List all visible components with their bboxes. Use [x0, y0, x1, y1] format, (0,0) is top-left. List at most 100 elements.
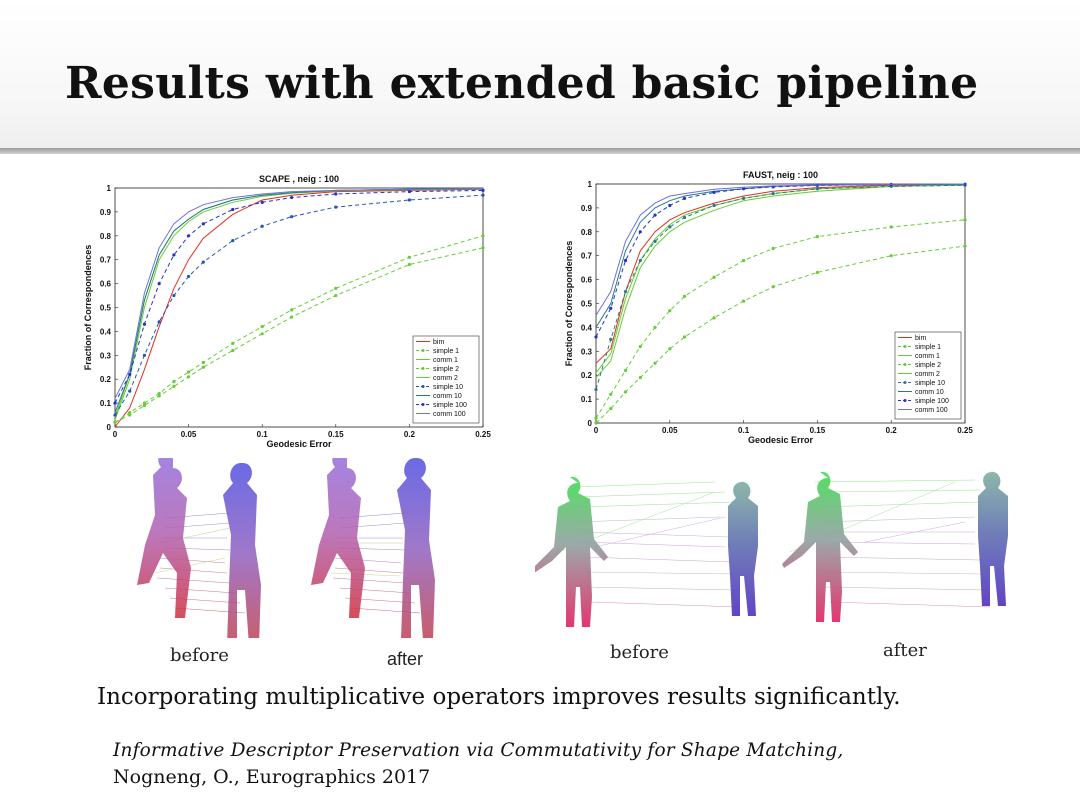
- faust-point-simple-2: [653, 325, 657, 329]
- scape-legend-marker: [421, 403, 425, 406]
- scape-xtick-label: 0.15: [328, 430, 344, 439]
- scape-legend-entry: simple 100: [433, 402, 467, 409]
- faust-legend-marker: [903, 363, 907, 366]
- faust-point-simple-100: [742, 187, 746, 191]
- scape-point-simple-100: [260, 200, 264, 204]
- scape-after-pair: [311, 458, 435, 638]
- faust-legend-marker: [903, 399, 907, 402]
- scape-before-pair: [137, 458, 261, 638]
- faust-point-simple-1: [815, 270, 819, 275]
- faust-series-comm-1: [595, 184, 966, 378]
- scape-point-simple-100: [334, 192, 338, 196]
- faust-point-simple-2: [609, 392, 613, 396]
- scape-xlabel: Geodesic Error: [266, 439, 332, 449]
- scape-point-simple-1: [128, 413, 132, 417]
- faust-point-simple-2: [815, 234, 819, 239]
- faust-xtick-label: 0.15: [810, 426, 826, 435]
- faust-chart: FAUST, neig : 100 0 0.1 0.2 0.3 0.4 0.5 0.6 0.7 0…: [564, 170, 973, 445]
- scape-point-simple-100: [407, 189, 411, 194]
- scape-point-simple-1: [201, 365, 205, 369]
- scape-point-simple-10: [201, 260, 205, 264]
- scape-point-simple-1: [142, 403, 147, 408]
- scape-point-simple-1: [260, 332, 264, 336]
- faust-xtick-label: 0.2: [886, 426, 898, 435]
- scape-series-comm-100: [114, 188, 484, 399]
- scape-point-simple-2: [260, 325, 264, 329]
- scape-point-simple-1: [290, 315, 294, 319]
- scape-title: SCAPE , neig : 100: [259, 174, 339, 184]
- faust-point-simple-10: [668, 225, 672, 229]
- scape-ytick-label: 0: [107, 423, 112, 432]
- scape-point-simple-100: [187, 234, 191, 238]
- scape-legend-entry: bim: [433, 339, 444, 346]
- faust-point-simple-2: [712, 275, 716, 279]
- faust-series-simple-100: [595, 183, 966, 338]
- faust-point-simple-1: [742, 299, 746, 303]
- scape-legend-entry: simple 10: [433, 384, 463, 391]
- scape-xtick-label: 0: [113, 430, 118, 439]
- faust-legend-marker: [903, 381, 907, 384]
- faust-ytick-label: 0.8: [581, 228, 593, 237]
- faust-point-simple-2: [682, 294, 687, 298]
- scape-point-simple-1: [157, 394, 161, 398]
- scape-point-simple-100: [128, 372, 132, 377]
- faust-point-simple-1: [668, 347, 672, 351]
- scape-point-simple-10: [157, 320, 161, 324]
- faust-point-simple-1: [594, 421, 598, 425]
- faust-ytick-label: 0: [588, 419, 593, 428]
- faust-legend-entry: bim: [915, 335, 926, 342]
- scape-point-simple-2: [187, 370, 191, 374]
- faust-ytick-label: 0.2: [581, 371, 593, 380]
- scape-legend-entry: comm 100: [433, 411, 466, 418]
- faust-point-simple-1: [771, 285, 775, 289]
- scape-legend-entry: comm 2: [433, 375, 458, 382]
- scape-ytick-label: 0.6: [100, 280, 112, 289]
- faust-series-comm-100: [595, 183, 966, 316]
- faust-ytick-label: 0.6: [581, 276, 593, 285]
- scape-point-simple-2: [201, 360, 205, 365]
- scape-point-simple-100: [113, 401, 117, 405]
- scape-point-simple-1: [407, 262, 411, 267]
- faust-point-simple-1: [638, 375, 642, 380]
- faust-ytick-label: 0.3: [581, 347, 593, 356]
- faust-after-pair: [782, 471, 1008, 622]
- scape-correspondence-illustration: [137, 458, 435, 638]
- faust-xtick-label: 0.25: [957, 426, 973, 435]
- scape-legend-marker: [421, 349, 425, 352]
- faust-point-simple-1: [963, 244, 967, 248]
- faust-after-caption: after: [883, 640, 927, 661]
- scape-ytick-label: 0.7: [100, 256, 112, 265]
- scape-ytick-label: 0.2: [100, 375, 112, 384]
- faust-legend-entry: comm 2: [915, 371, 940, 378]
- scape-point-simple-2: [407, 255, 411, 259]
- faust-point-simple-10: [742, 196, 746, 200]
- faust-legend-entry: simple 1: [915, 344, 941, 351]
- faust-point-simple-2: [638, 344, 642, 349]
- faust-point-simple-10: [653, 239, 657, 243]
- scape-ylabel: Fraction of Correspondences: [83, 245, 93, 371]
- scape-point-simple-1: [481, 246, 485, 250]
- faust-point-simple-100: [653, 213, 657, 217]
- scape-point-simple-10: [187, 274, 191, 279]
- scape-point-simple-10: [172, 293, 176, 298]
- faust-xtick-label: 0.1: [738, 426, 750, 435]
- faust-point-simple-100: [668, 203, 672, 208]
- main-statement: Incorporating multiplicative operators i…: [97, 684, 901, 710]
- scape-point-simple-10: [231, 238, 235, 243]
- faust-ylabel: Fraction of Correspondences: [564, 241, 574, 367]
- faust-xlabel: Geodesic Error: [748, 435, 814, 445]
- scape-point-simple-100: [172, 253, 176, 257]
- scape-chart: SCAPE , neig : 100 0 0.1 0.2 0.3 0.4 0.5 0.6 0.7…: [83, 174, 491, 449]
- faust-point-simple-100: [609, 306, 613, 310]
- scape-ytick-label: 0.3: [100, 351, 112, 360]
- faust-xtick-label: 0: [594, 426, 599, 435]
- faust-point-simple-100: [712, 190, 716, 194]
- scape-point-simple-100: [481, 188, 485, 192]
- faust-point-simple-2: [742, 258, 746, 263]
- faust-ytick-label: 0.5: [581, 300, 593, 309]
- faust-before-pair: [535, 476, 758, 627]
- scape-point-simple-10: [481, 193, 485, 197]
- scape-point-simple-100: [201, 222, 205, 226]
- faust-legend-entry: simple 2: [915, 362, 941, 369]
- faust-point-simple-100: [682, 196, 687, 200]
